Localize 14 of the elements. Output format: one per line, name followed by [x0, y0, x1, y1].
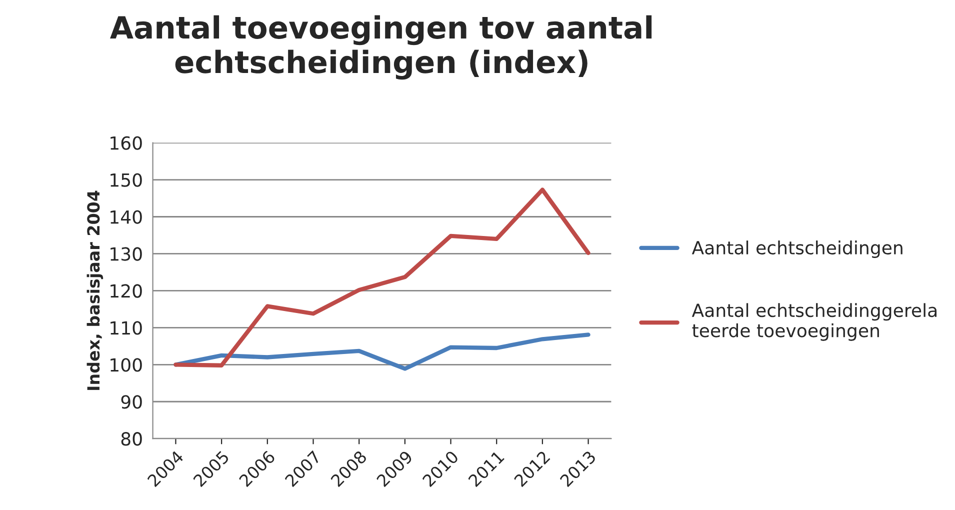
- line-series: [174, 188, 590, 368]
- y-axis-title: Index, basisjaar 2004: [86, 190, 104, 390]
- y-tick-label: 110: [110, 321, 142, 335]
- y-tick-label: 90: [121, 395, 142, 409]
- y-tick-label: 80: [121, 432, 142, 446]
- chart-title: Aantal toevoegingen tov aantal echtscheidingen (index): [110, 15, 652, 80]
- y-tick-label: 160: [110, 136, 142, 150]
- y-tick-label: 140: [110, 210, 142, 224]
- y-tick-label: 100: [110, 358, 142, 372]
- y-tick-label: 150: [110, 173, 142, 187]
- y-tick-label: 120: [110, 284, 142, 298]
- y-tick-label: 130: [110, 247, 142, 261]
- legend-label: Aantal echtscheidinggerelateerde toevoegingen: [692, 303, 936, 341]
- legend-label: Aantal echtscheidingen: [692, 240, 902, 258]
